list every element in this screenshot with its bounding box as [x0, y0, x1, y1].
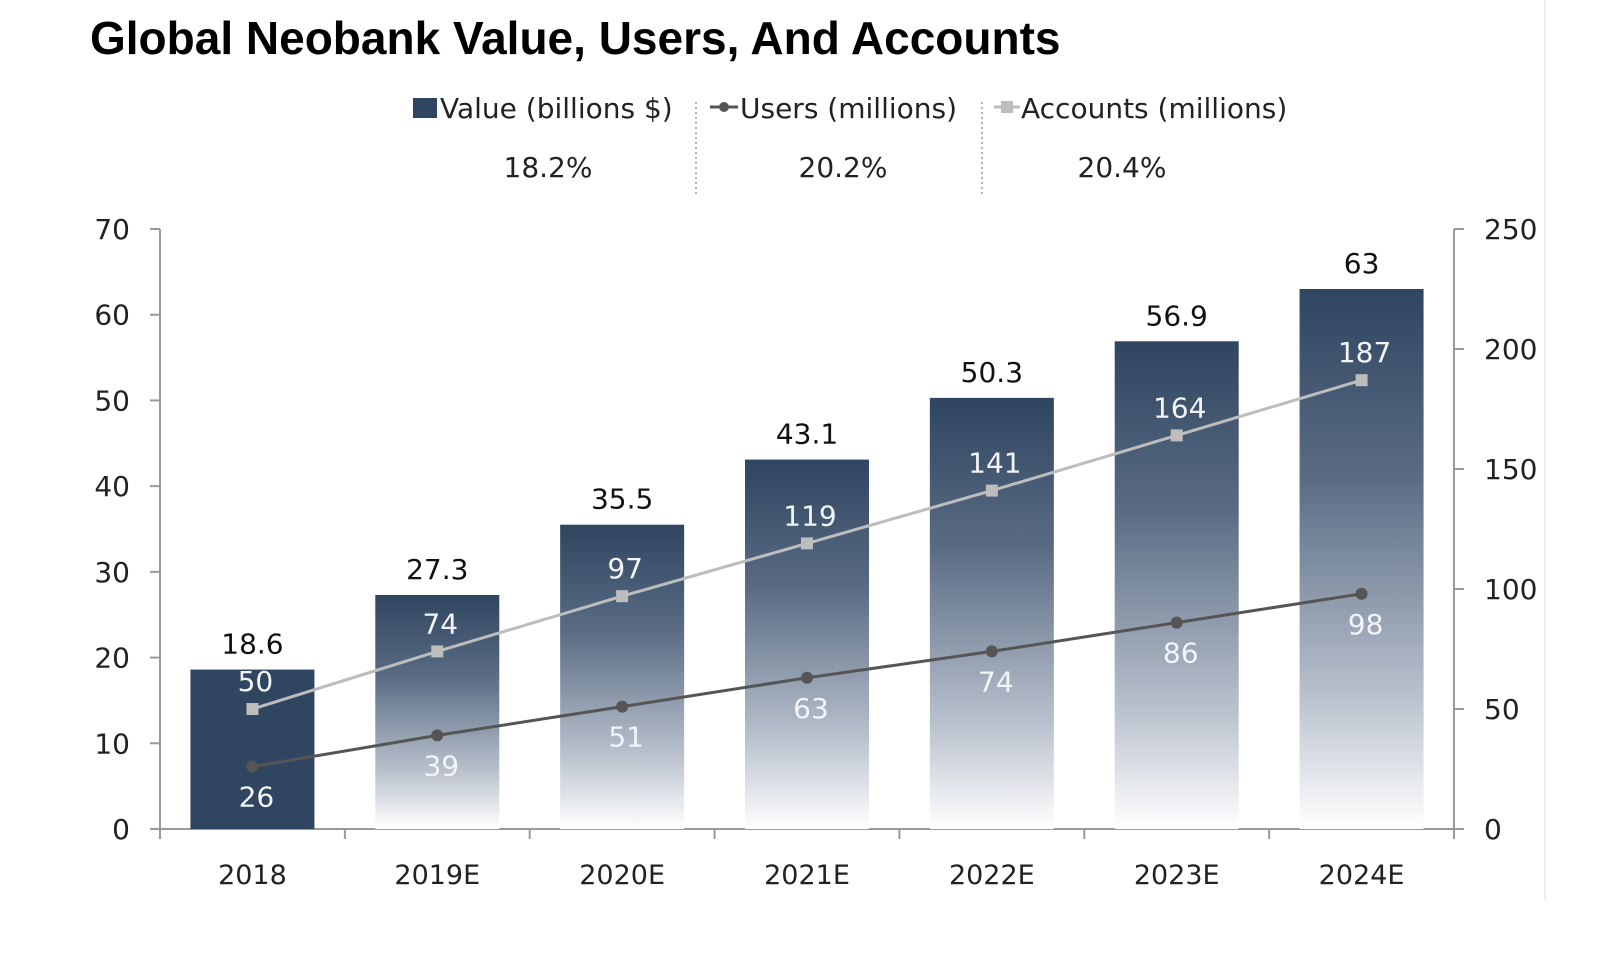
left-tick-label: 10 — [94, 727, 130, 760]
x-tick-label: 2019E — [394, 860, 480, 891]
bar-value-label: 43.1 — [776, 418, 838, 451]
axes: 0 10 20 30 40 50 60 70 0 50 100 150 200 250 2018 2019E 2… — [94, 213, 1537, 891]
accounts-point — [985, 484, 998, 497]
legend-label-users: Users (millions) — [740, 92, 957, 125]
x-tick-label: 2020E — [579, 860, 665, 891]
accounts-point — [246, 703, 259, 715]
accounts-label: 141 — [968, 447, 1021, 480]
users-point — [1170, 616, 1183, 629]
legend-accounts-marker — [1001, 101, 1013, 113]
right-tick-label: 250 — [1484, 213, 1537, 246]
left-tick-label: 0 — [112, 813, 130, 846]
accounts-label: 119 — [783, 499, 836, 532]
left-tick-label: 30 — [94, 556, 130, 589]
users-label: 39 — [423, 749, 459, 782]
bar-value — [560, 524, 685, 829]
bar-value-label: 18.6 — [221, 628, 283, 661]
bar-value-label: 27.3 — [406, 553, 468, 586]
accounts-label: 164 — [1153, 391, 1206, 424]
legend-bar-swatch — [413, 98, 437, 118]
users-point — [246, 760, 259, 773]
users-point — [431, 729, 444, 742]
accounts-label: 50 — [238, 665, 274, 698]
left-tick-label: 70 — [94, 213, 130, 246]
chart-title: Global Neobank Value, Users, And Account… — [90, 12, 1061, 64]
x-tick-label: 2022E — [949, 860, 1035, 891]
bar-value-label: 63 — [1344, 247, 1380, 280]
legend: Value (billions $) Users (millions) Accoun… — [413, 92, 1287, 195]
right-tick-label: 50 — [1484, 693, 1520, 726]
right-tick-label: 100 — [1484, 573, 1537, 606]
users-point — [801, 671, 813, 684]
bars — [190, 289, 1424, 829]
left-tick-label: 40 — [94, 470, 130, 503]
left-tick-label: 20 — [94, 642, 130, 675]
users-label: 86 — [1163, 637, 1199, 670]
users-label: 26 — [239, 781, 275, 814]
bar-value — [1299, 289, 1424, 829]
bar-value — [745, 459, 869, 829]
legend-label-value: Value (billions $) — [440, 92, 673, 125]
accounts-label: 97 — [607, 552, 643, 585]
left-tick-label: 50 — [94, 384, 130, 417]
users-label: 63 — [793, 692, 829, 725]
bar-value-label: 50.3 — [961, 356, 1023, 389]
bar-value — [929, 397, 1054, 829]
users-label: 51 — [608, 721, 644, 754]
accounts-point — [431, 645, 444, 658]
users-point — [1355, 587, 1368, 600]
accounts-point — [1170, 429, 1183, 442]
users-label: 74 — [978, 665, 1014, 698]
accounts-point — [616, 590, 629, 603]
right-tick-label: 200 — [1484, 333, 1537, 366]
accounts-point — [1355, 374, 1368, 387]
x-tick-label: 2024E — [1319, 860, 1405, 891]
users-point — [985, 645, 998, 658]
bar-value-label: 35.5 — [591, 483, 653, 516]
x-tick-label: 2021E — [764, 860, 850, 891]
users-label: 98 — [1348, 608, 1384, 641]
left-tick-label: 60 — [94, 299, 130, 332]
cagr-value: 18.2% — [504, 151, 593, 184]
users-point — [616, 700, 629, 713]
right-tick-label: 0 — [1484, 813, 1502, 846]
x-tick-label: 2023E — [1134, 860, 1220, 891]
cagr-accounts: 20.4% — [1078, 151, 1167, 184]
cagr-users: 20.2% — [799, 151, 888, 184]
accounts-label: 74 — [422, 607, 458, 640]
legend-users-marker — [719, 102, 729, 112]
legend-label-accounts: Accounts (millions) — [1021, 92, 1287, 125]
lines — [246, 374, 1368, 773]
accounts-point — [801, 537, 813, 550]
data-labels: 18.6 27.3 35.5 43.1 50.3 56.9 63 26 39 51 63 74 86 98… — [221, 247, 1391, 814]
x-tick-label: 2018 — [218, 860, 287, 891]
accounts-label: 187 — [1338, 336, 1391, 369]
bar-value-label: 56.9 — [1146, 299, 1208, 332]
right-tick-label: 150 — [1484, 453, 1537, 486]
bar-value — [375, 595, 500, 829]
